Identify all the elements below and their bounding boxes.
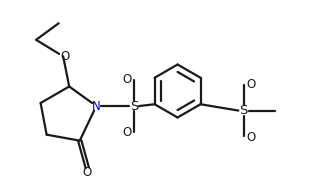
Text: S: S (240, 104, 248, 117)
Text: N: N (92, 100, 101, 112)
Text: O: O (60, 50, 69, 63)
Text: O: O (83, 166, 92, 179)
Text: S: S (130, 100, 138, 112)
Text: O: O (247, 78, 256, 91)
Text: O: O (123, 73, 132, 86)
Text: O: O (123, 126, 132, 139)
Text: O: O (247, 131, 256, 144)
